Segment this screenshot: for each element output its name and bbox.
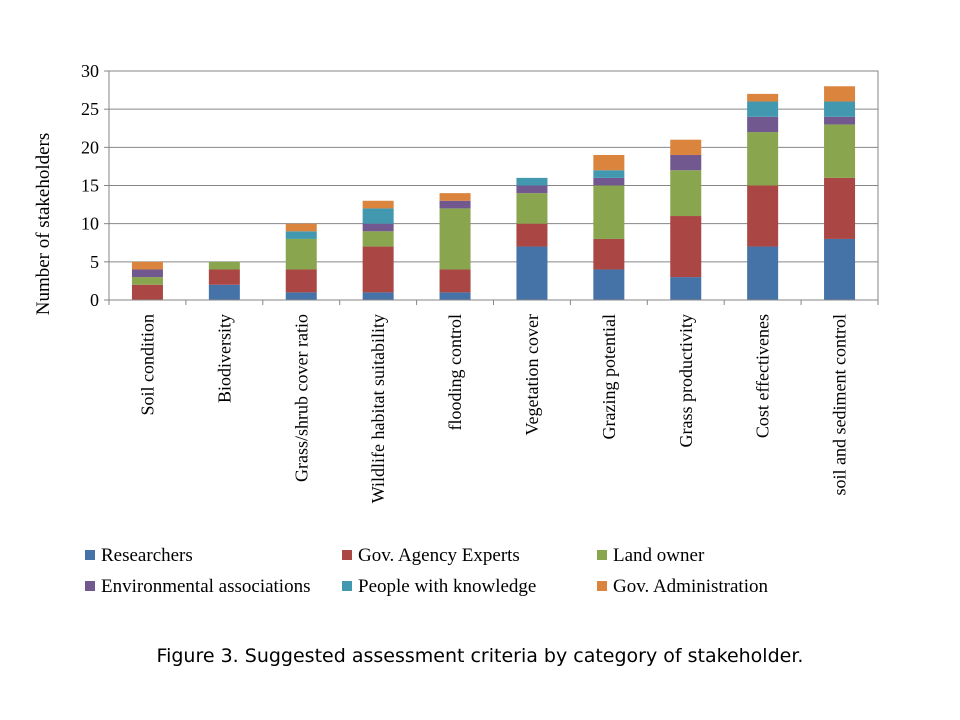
bar-segment [439,200,471,209]
bar-segment [593,170,625,178]
bar-segment [593,185,625,239]
bar-segment [208,269,240,285]
bar-segment [670,154,702,171]
x-category-label: Vegetation cover [522,314,542,435]
bar-segment [593,269,625,300]
bar-segment [593,154,625,171]
bar-segment [362,292,394,300]
bar-segment [747,185,779,247]
bar-segment [439,208,471,270]
figure-caption: Figure 3. Suggested assessment criteria … [156,645,804,667]
legend-item: Gov. Administration [597,576,768,597]
bar-segment [285,231,317,239]
y-axis-title: Number of stakeholders [33,133,54,316]
bar-segment [131,277,163,285]
bar-segment [824,124,856,178]
x-category-label: Grass productivity [676,314,696,447]
bar-segment [516,193,548,224]
legend: Researchers Gov. Agency Experts Land owner… [85,545,768,597]
bar-segment [285,292,317,300]
bar-segment [362,208,394,224]
bar-segment [131,269,163,278]
legend-swatch [597,550,607,560]
bar-segment [824,116,856,125]
legend-label: Researchers [101,545,193,566]
bar-segment [824,177,856,239]
bar-segment [824,101,856,117]
legend-item: Researchers [85,545,193,566]
bar-segment [285,269,317,293]
legend-item: Environmental associations [85,576,310,597]
bar-segment [824,238,856,300]
bar-segment [285,238,317,270]
legend-item: People with knowledge [342,576,536,597]
bar-segment [131,284,163,300]
x-category-label: Soil condition [137,314,157,416]
legend-swatch [342,581,352,591]
x-category-label: Wildlife habitat suitability [368,314,388,503]
bar-segment [208,261,240,270]
x-category-label: Biodiversity [214,314,234,403]
bar-segment [747,246,779,300]
axes [108,70,879,305]
category-labels: Soil condition Biodiversity Grass/shrub co… [137,314,849,503]
legend-item: Land owner [597,545,705,566]
y-tick-label: 0 [90,290,99,310]
legend-swatch [597,581,607,591]
legend-label: People with knowledge [358,576,536,597]
bar-segment [747,93,779,102]
bar-segment [670,277,702,300]
bar-segment [439,193,471,201]
bar-segment [131,261,163,270]
legend-label: Environmental associations [101,576,310,597]
bar-segment [670,139,702,155]
bar-segment [593,238,625,270]
legend-label: Gov. Agency Experts [358,545,520,566]
x-category-label: Grazing potential [599,314,619,439]
bars [131,86,856,300]
bar-segment [439,292,471,300]
legend-label: Land owner [613,545,705,566]
y-tick-label: 10 [81,214,99,234]
bar-segment [747,101,779,117]
bar-segment [747,116,779,133]
y-tick-label: 5 [90,252,99,272]
bar-segment [747,132,779,186]
bar-segment [824,86,856,102]
y-tick-labels: 0 5 10 15 20 25 30 [81,61,99,310]
bar-segment [516,246,548,300]
bar-segment [439,269,471,293]
legend-swatch [85,550,95,560]
bar-segment [670,216,702,278]
x-category-label: flooding control [445,314,465,430]
bar-segment [362,200,394,209]
y-tick-label: 15 [81,176,99,196]
y-tick-label: 30 [81,61,99,81]
legend-swatch [85,581,95,591]
y-tick-label: 25 [81,99,99,119]
bar-segment [362,246,394,293]
bar-segment [516,177,548,186]
bar-segment [362,223,394,232]
bar-segment [516,223,548,247]
y-tick-label: 20 [81,137,99,157]
legend-label: Gov. Administration [613,576,768,597]
x-category-label: Grass/shrub cover ratio [291,314,311,482]
bar-segment [208,284,240,300]
x-category-label: Cost effectivenes [753,314,773,438]
bar-segment [593,177,625,186]
x-category-label: soil and sediment control [830,314,850,495]
bar-segment [670,170,702,217]
bar-segment [285,223,317,232]
legend-swatch [342,550,352,560]
bar-segment [516,185,548,194]
bar-segment [362,231,394,247]
legend-item: Gov. Agency Experts [342,545,520,566]
